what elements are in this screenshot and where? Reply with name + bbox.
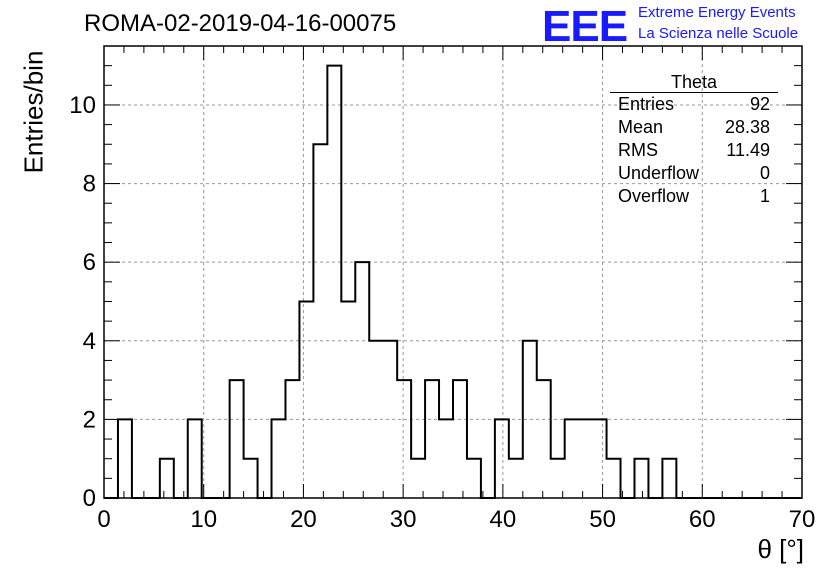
stats-label: Entries — [618, 94, 675, 114]
x-tick-label: 20 — [290, 506, 317, 533]
y-tick-label: 10 — [69, 92, 96, 119]
y-tick-label: 2 — [83, 406, 96, 433]
histogram-bin — [285, 380, 299, 498]
stats-value: 11.49 — [726, 140, 770, 160]
stats-label: Underflow — [618, 163, 700, 183]
x-tick-label: 50 — [589, 506, 616, 533]
histogram-bin — [439, 419, 453, 498]
histogram-bin — [662, 459, 676, 498]
histogram-bin — [537, 380, 551, 498]
histogram-bin — [607, 459, 621, 498]
histogram-bin — [313, 144, 327, 498]
y-tick-label: 6 — [83, 249, 96, 276]
histogram-bin — [467, 459, 481, 498]
histogram-bin — [495, 419, 509, 498]
stats-label: Mean — [618, 117, 664, 137]
stats-value: 0 — [759, 163, 770, 183]
x-tick-label: 30 — [390, 506, 417, 533]
histogram-bin — [593, 419, 607, 498]
stats-label: Overflow — [618, 186, 690, 206]
histogram-bin — [244, 459, 258, 498]
x-axis-label: θ [°] — [757, 534, 804, 564]
histogram-bin — [634, 459, 648, 498]
x-tick-label: 10 — [190, 506, 217, 533]
histogram-bin — [383, 341, 397, 498]
histogram-bin — [579, 419, 593, 498]
stats-value: 28.38 — [724, 117, 770, 137]
stats-value: 92 — [749, 94, 770, 114]
x-tick-label: 70 — [789, 506, 816, 533]
stats-title: Theta — [610, 72, 778, 93]
logo-line-1: Extreme Energy Events — [638, 4, 796, 21]
eee-logo: EEE — [542, 2, 628, 51]
plot-frame — [103, 45, 803, 499]
x-tick-label: 40 — [490, 506, 517, 533]
histogram-bin — [565, 419, 579, 498]
histogram-bin — [355, 262, 369, 498]
histogram-bin — [118, 419, 132, 498]
stats-row-underflow: Underflow 0 — [610, 162, 778, 185]
stats-label: RMS — [618, 140, 658, 160]
histogram-bin — [523, 341, 537, 498]
histogram-bin — [341, 301, 355, 498]
x-tick-label: 0 — [97, 506, 110, 533]
stats-row-mean: Mean 28.38 — [610, 116, 778, 139]
chart-title: ROMA-02-2019-04-16-00075 — [84, 10, 397, 37]
histogram-bin — [397, 380, 411, 498]
y-tick-label: 8 — [83, 171, 96, 198]
histogram-bin — [272, 419, 286, 498]
histogram-bin — [369, 341, 383, 498]
histogram-bin — [299, 301, 313, 498]
stats-row-rms: RMS 11.49 — [610, 139, 778, 162]
stats-value: 1 — [759, 186, 770, 206]
y-axis-label: Entries/bin — [18, 50, 49, 174]
histogram-bin — [509, 459, 523, 498]
histogram-bin — [230, 380, 244, 498]
y-tick-label: 4 — [83, 328, 96, 355]
histogram-bin — [160, 459, 174, 498]
histogram-bin — [453, 380, 467, 498]
histogram-bin — [188, 419, 202, 498]
logo-line-2: La Scienza nelle Scuole — [638, 25, 799, 42]
x-tick-label: 60 — [689, 506, 716, 533]
stats-row-entries: Entries 92 — [610, 93, 778, 116]
stats-box: Theta Entries 92 Mean 28.38 RMS 11.49 Un… — [610, 72, 778, 208]
stats-row-overflow: Overflow 1 — [610, 185, 778, 208]
y-tick-label: 0 — [83, 485, 96, 512]
histogram-bin — [425, 380, 439, 498]
histogram-bin — [327, 66, 341, 498]
